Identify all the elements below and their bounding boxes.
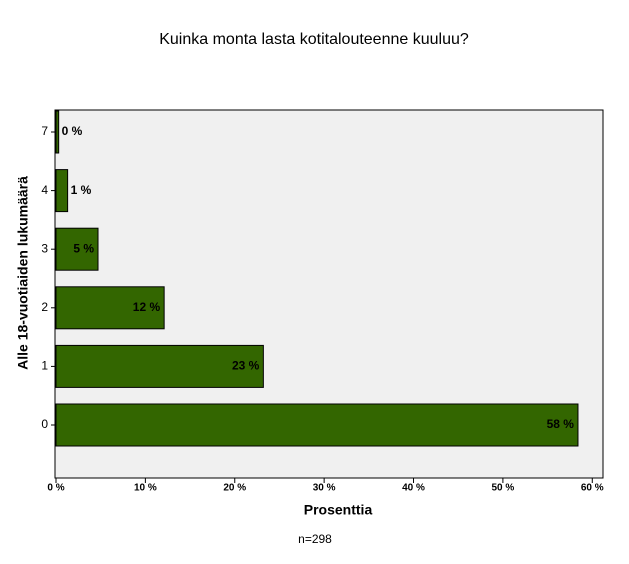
value-label: 12 % [133, 300, 161, 314]
y-axis-title: Alle 18-vuotiaiden lukumäärä [15, 176, 31, 370]
annotation: n=298 [298, 532, 332, 546]
x-tick-label: 60 % [581, 483, 604, 494]
y-tick-label: 3 [41, 241, 48, 255]
bar [55, 110, 60, 154]
value-label: 1 % [71, 183, 92, 197]
y-tick-label: 7 [41, 124, 48, 138]
x-tick-label: 50 % [491, 483, 514, 494]
x-tick-label: 10 % [134, 483, 157, 494]
x-tick-label: 0 % [47, 483, 64, 494]
value-label: 23 % [232, 359, 260, 373]
y-tick-label: 0 [41, 417, 48, 431]
bar [55, 169, 69, 213]
x-tick-label: 30 % [313, 483, 336, 494]
y-tick-label: 2 [41, 300, 48, 314]
y-tick-label: 4 [41, 183, 48, 197]
value-label: 5 % [73, 241, 94, 255]
bar [55, 227, 99, 271]
value-label: 0 % [62, 124, 83, 138]
bar [55, 403, 579, 447]
x-tick-label: 20 % [223, 483, 246, 494]
bar [55, 344, 264, 388]
x-tick-label: 40 % [402, 483, 425, 494]
chart-title: Kuinka monta lasta kotitalouteenne kuulu… [159, 31, 469, 48]
x-axis-title: Prosenttia [304, 502, 373, 518]
bar [55, 286, 165, 330]
value-label: 58 % [547, 417, 575, 431]
y-tick-label: 1 [41, 359, 48, 373]
